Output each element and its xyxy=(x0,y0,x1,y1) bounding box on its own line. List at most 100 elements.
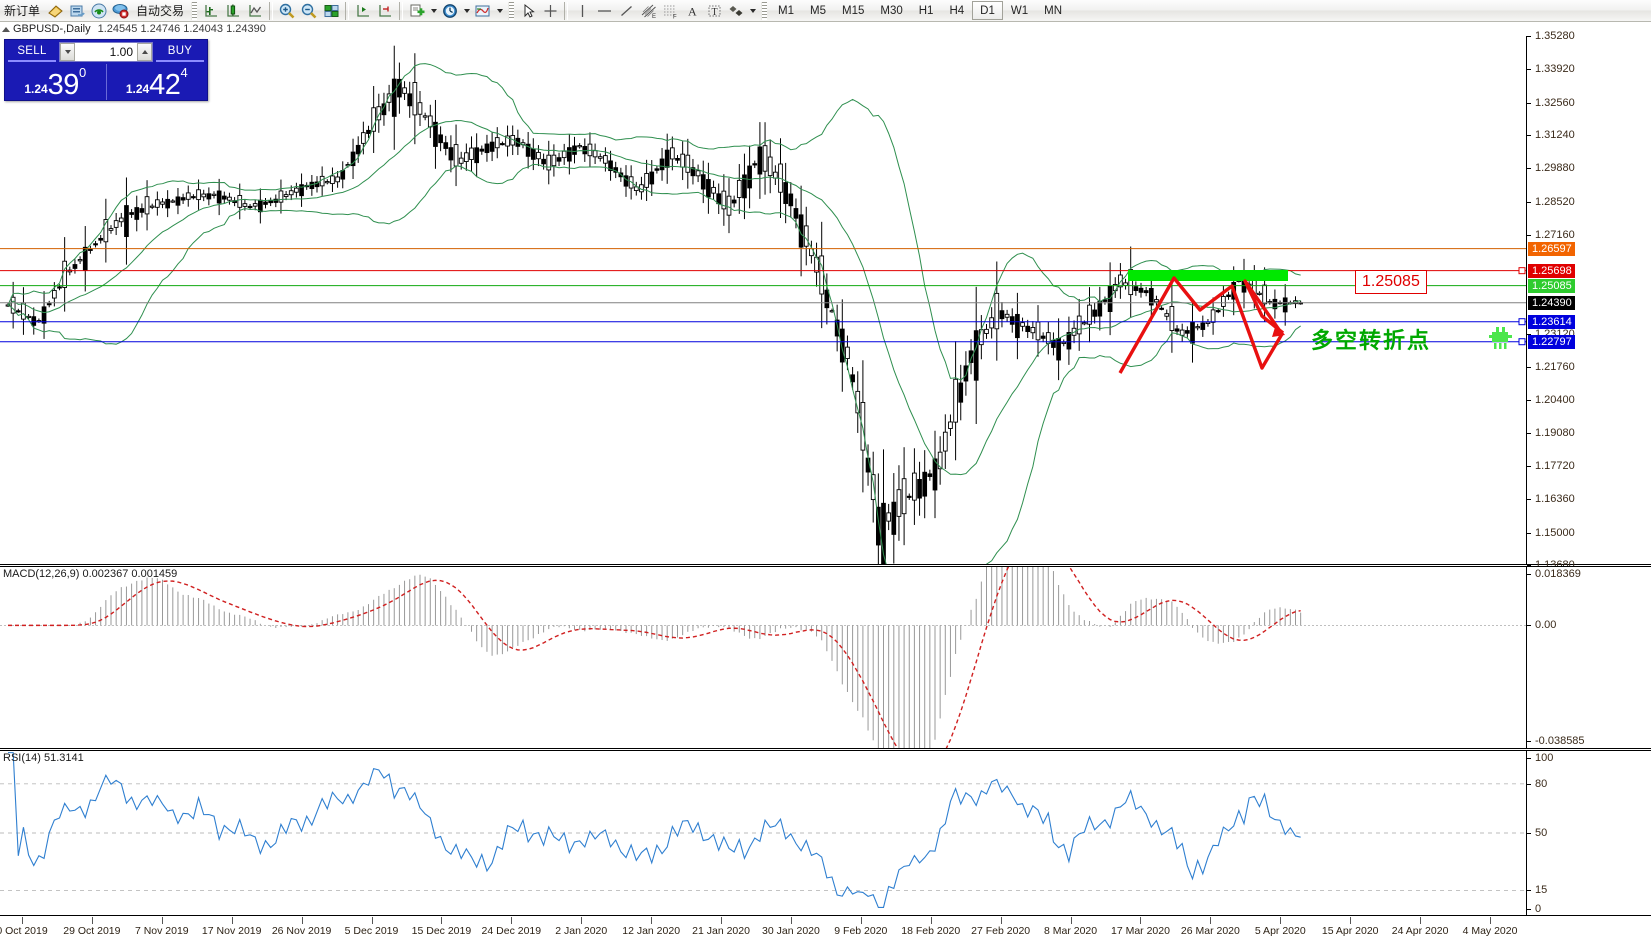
volume-increase-button[interactable] xyxy=(137,43,152,61)
macd-tick: -0.038585 xyxy=(1527,735,1585,747)
date-tick xyxy=(1210,917,1212,924)
line-chart-icon[interactable] xyxy=(244,1,266,21)
candlestick-chart-icon[interactable] xyxy=(222,1,244,21)
period-dropdown-arrow-icon[interactable] xyxy=(461,1,472,21)
collapse-triangle-icon[interactable] xyxy=(2,26,10,32)
price-tick: 1.33920 xyxy=(1527,63,1575,75)
ask-fraction: 4 xyxy=(180,65,188,80)
rsi-plot-area[interactable] xyxy=(0,751,1527,915)
price-level-tag[interactable]: 1.26597 xyxy=(1528,241,1575,256)
svg-text:F: F xyxy=(673,14,677,19)
crosshair-icon[interactable] xyxy=(539,1,561,21)
sell-button[interactable]: SELL xyxy=(8,43,56,62)
price-tick: 1.20400 xyxy=(1527,394,1575,406)
zoom-out-icon[interactable] xyxy=(298,1,320,21)
timeframe-h1[interactable]: H1 xyxy=(918,5,934,17)
text-label-icon[interactable]: A xyxy=(681,1,703,21)
toolbar-grip[interactable] xyxy=(191,1,198,20)
timeframe-group: M1 M5 M15 M30 H1 H4 D1 W1 MN xyxy=(770,1,1070,20)
date-tick xyxy=(231,917,233,924)
volume-value[interactable]: 1.00 xyxy=(109,45,133,59)
price-tick: 1.31240 xyxy=(1527,129,1575,141)
date-label: 24 Dec 2019 xyxy=(481,925,542,937)
timeframe-mn[interactable]: MN xyxy=(1044,5,1062,17)
date-label: 15 Dec 2019 xyxy=(411,925,472,937)
price-callout-box: 1.25085 xyxy=(1355,270,1427,294)
bid-quote[interactable]: 1.24 39 0 xyxy=(5,64,106,100)
date-label: 17 Mar 2020 xyxy=(1110,925,1170,937)
trendline-icon[interactable] xyxy=(615,1,637,21)
macd-plot-area[interactable] xyxy=(0,567,1527,748)
price-axis[interactable]: 1.35280 1.33920 1.32560 1.31240 1.29880 1.285… xyxy=(1527,30,1651,571)
zoom-in-icon[interactable] xyxy=(276,1,298,21)
cursor-icon[interactable] xyxy=(517,1,539,21)
date-tick xyxy=(1420,917,1422,924)
date-axis[interactable]: 0 Oct 2019 29 Oct 2019 7 Nov 2019 17 Nov 20… xyxy=(0,917,1651,946)
volume-stepper[interactable]: 1.00 xyxy=(59,42,153,62)
autotrade-robot-icon[interactable] xyxy=(110,1,132,21)
price-level-tag[interactable]: 1.24390 xyxy=(1528,295,1575,310)
tile-windows-icon[interactable] xyxy=(320,1,342,21)
toolbar-grip-3[interactable] xyxy=(761,1,768,20)
signal-icon[interactable] xyxy=(88,1,110,21)
price-tick: 1.28520 xyxy=(1527,196,1575,208)
new-order-label[interactable]: 新订单 xyxy=(4,4,41,18)
date-tick xyxy=(790,917,792,924)
ask-quote[interactable]: 1.24 42 4 xyxy=(105,64,208,101)
period-clock-icon[interactable] xyxy=(439,1,461,21)
shift-chart-icon[interactable] xyxy=(352,1,374,21)
price-level-tag[interactable]: 1.25698 xyxy=(1528,263,1575,278)
price-tick: 1.21760 xyxy=(1527,361,1575,373)
trade-panel-top-row: SELL 1.00 BUY xyxy=(5,40,207,64)
autotrade-label[interactable]: 自动交易 xyxy=(136,4,185,18)
price-level-tag[interactable]: 1.22797 xyxy=(1528,334,1575,349)
timeframe-m30[interactable]: M30 xyxy=(880,5,903,17)
ask-big-digits: 42 xyxy=(149,69,181,101)
price-plot-area[interactable] xyxy=(0,36,1527,564)
svg-text:T: T xyxy=(711,7,717,18)
svg-text:E: E xyxy=(652,14,656,19)
macd-axis[interactable]: 0.018369 0.00 -0.038585 xyxy=(1527,567,1651,748)
timeframe-h4[interactable]: H4 xyxy=(949,5,965,17)
volume-decrease-button[interactable] xyxy=(60,43,75,61)
price-tick: 1.17720 xyxy=(1527,460,1575,472)
horizontal-line-icon[interactable] xyxy=(593,1,615,21)
vertical-line-icon[interactable] xyxy=(571,1,593,21)
price-tick: 1.27160 xyxy=(1527,229,1575,241)
buy-button[interactable]: BUY xyxy=(156,43,204,62)
timeframe-d1[interactable]: D1 xyxy=(972,1,1003,20)
objects-icon[interactable] xyxy=(725,1,747,21)
date-tick xyxy=(930,917,932,924)
date-label: 4 May 2020 xyxy=(1462,925,1518,937)
auto-scroll-icon[interactable] xyxy=(374,1,396,21)
price-level-tag[interactable]: 1.25085 xyxy=(1528,278,1575,293)
indicators-icon[interactable] xyxy=(472,1,494,21)
data-window-icon[interactable] xyxy=(66,1,88,21)
text-box-icon[interactable]: T xyxy=(703,1,725,21)
timeframe-m1[interactable]: M1 xyxy=(778,5,795,17)
rsi-axis[interactable]: 100 80 50 15 0 xyxy=(1527,751,1651,915)
equidistant-channel-icon[interactable]: E xyxy=(637,1,659,21)
rsi-chart-svg xyxy=(0,752,1526,909)
date-label: 0 Oct 2019 xyxy=(0,925,48,937)
toolbar-grip-2[interactable] xyxy=(508,1,515,20)
fibonacci-icon[interactable]: F xyxy=(659,1,681,21)
new-chart-dropdown-arrow-icon[interactable] xyxy=(428,1,439,21)
timeframe-w1[interactable]: W1 xyxy=(1010,5,1029,17)
price-level-tag[interactable]: 1.23614 xyxy=(1528,314,1575,329)
objects-dropdown-arrow-icon[interactable] xyxy=(747,1,758,21)
indicators-dropdown-arrow-icon[interactable] xyxy=(494,1,505,21)
timeframe-m5[interactable]: M5 xyxy=(810,5,826,17)
date-tick xyxy=(22,917,23,924)
date-label: 8 Mar 2020 xyxy=(1044,925,1098,937)
timeframe-m15[interactable]: M15 xyxy=(842,5,865,17)
date-tick xyxy=(1070,917,1072,924)
date-label: 26 Nov 2019 xyxy=(271,925,332,937)
new-chart-icon[interactable] xyxy=(406,1,428,21)
rsi-tick: 80 xyxy=(1527,778,1547,790)
symbol-ohlc: 1.24545 1.24746 1.24043 1.24390 xyxy=(97,23,266,35)
magic-wand-icon[interactable] xyxy=(44,1,66,21)
svg-text:A: A xyxy=(688,4,697,18)
bar-chart-icon[interactable] xyxy=(200,1,222,21)
date-tick xyxy=(1000,917,1002,924)
